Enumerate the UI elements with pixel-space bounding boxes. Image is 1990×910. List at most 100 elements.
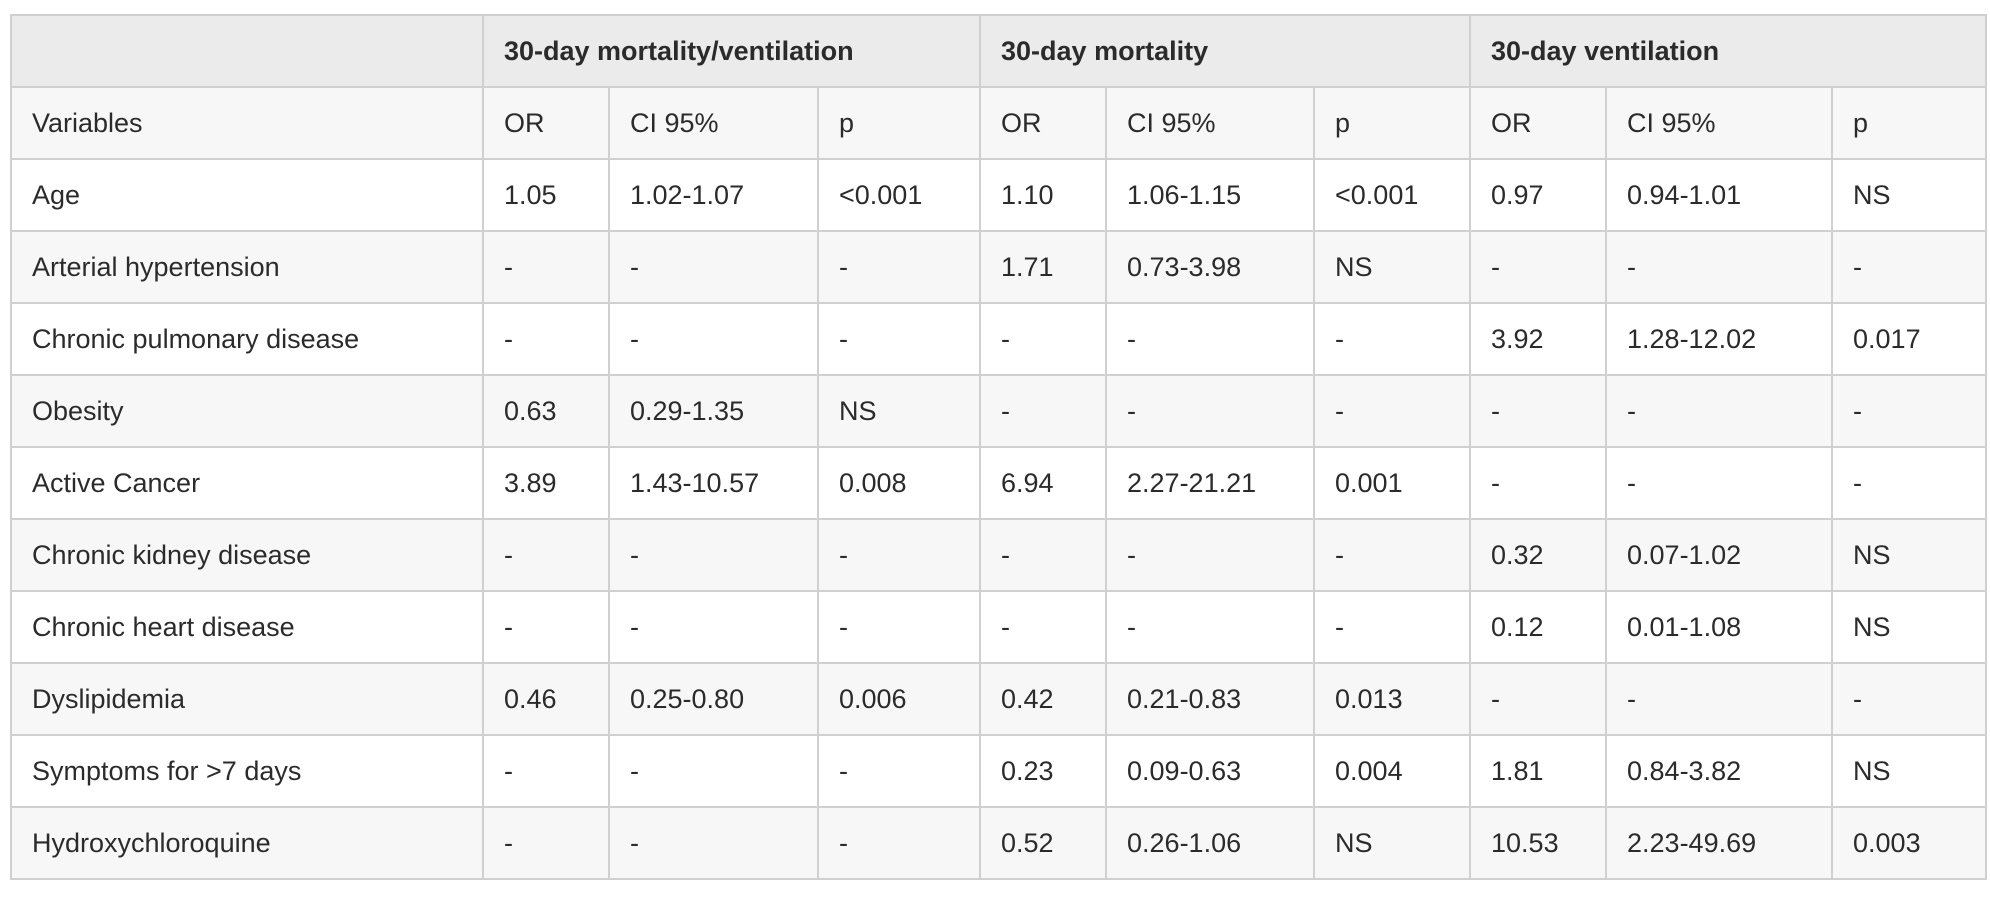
or-cell: -	[979, 518, 1108, 592]
table-row: Active Cancer 3.89 1.43-10.57 0.008 6.94 2.27…	[10, 446, 1988, 520]
p-cell: -	[816, 302, 982, 376]
column-header: p	[1831, 86, 1988, 160]
column-header: p	[816, 86, 982, 160]
column-header: CI 95%	[1605, 86, 1834, 160]
ci-cell: 0.09-0.63	[1105, 734, 1316, 808]
ci-cell: 1.28-12.02	[1605, 302, 1834, 376]
ci-cell: -	[608, 230, 819, 304]
or-cell: 1.71	[979, 230, 1108, 304]
or-cell: -	[482, 518, 610, 592]
table-row: Dyslipidemia 0.46 0.25-0.80 0.006 0.42 0.21-0…	[10, 662, 1988, 736]
group-header-mortality-ventilation: 30-day mortality/ventilation	[481, 14, 982, 88]
table-row: Age 1.05 1.02-1.07 <0.001 1.10 1.06-1.15 <0.00…	[10, 158, 1988, 232]
variable-cell: Symptoms for >7 days	[10, 734, 484, 808]
variable-cell: Obesity	[10, 374, 484, 448]
or-cell: 10.53	[1469, 806, 1608, 880]
ci-cell: 2.23-49.69	[1605, 806, 1834, 880]
ci-cell: -	[1605, 374, 1834, 448]
column-header: OR	[482, 86, 610, 160]
or-cell: -	[482, 590, 610, 664]
p-cell: NS	[1831, 518, 1988, 592]
table-row: Arterial hypertension - - -1.71 0.73-3.98 NS -…	[10, 230, 1988, 304]
or-cell: 0.46	[482, 662, 610, 736]
variable-cell: Arterial hypertension	[10, 230, 484, 304]
or-cell: -	[482, 734, 610, 808]
variable-cell: Active Cancer	[10, 446, 484, 520]
or-cell: 0.63	[482, 374, 610, 448]
results-table: 30-day mortality/ventilation 30-day mort…	[10, 14, 1988, 880]
ci-cell: -	[608, 590, 819, 664]
table-row: Chronic pulmonary disease - - - - - -3.92 1.28-…	[10, 302, 1988, 376]
or-cell: -	[482, 230, 610, 304]
variable-cell: Dyslipidemia	[10, 662, 484, 736]
p-cell: 0.006	[816, 662, 982, 736]
p-cell: -	[816, 590, 982, 664]
ci-cell: 2.27-21.21	[1105, 446, 1316, 520]
or-cell: 0.32	[1469, 518, 1608, 592]
ci-cell: -	[1605, 446, 1834, 520]
p-cell: -	[1831, 374, 1988, 448]
ci-cell: -	[1105, 518, 1316, 592]
p-cell: 0.001	[1313, 446, 1472, 520]
column-header: CI 95%	[1105, 86, 1316, 160]
or-cell: 0.97	[1469, 158, 1608, 232]
or-cell: 0.12	[1469, 590, 1608, 664]
ci-cell: 0.07-1.02	[1605, 518, 1834, 592]
group-header-row: 30-day mortality/ventilation 30-day mort…	[10, 14, 1988, 88]
or-cell: -	[482, 806, 610, 880]
ci-cell: 1.02-1.07	[608, 158, 819, 232]
p-cell: NS	[1831, 734, 1988, 808]
p-cell: -	[1831, 662, 1988, 736]
column-header: CI 95%	[608, 86, 819, 160]
or-cell: -	[1469, 374, 1608, 448]
variable-cell: Chronic heart disease	[10, 590, 484, 664]
ci-cell: 0.84-3.82	[1605, 734, 1834, 808]
or-cell: 3.89	[482, 446, 610, 520]
p-cell: -	[1313, 302, 1472, 376]
or-cell: -	[979, 302, 1108, 376]
or-cell: 1.05	[482, 158, 610, 232]
or-cell: -	[979, 590, 1108, 664]
p-cell: NS	[1831, 158, 1988, 232]
column-header: p	[1313, 86, 1472, 160]
table-row: Hydroxychloroquine - - -0.52 0.26-1.06 NS 10.5…	[10, 806, 1988, 880]
ci-cell: 0.94-1.01	[1605, 158, 1834, 232]
p-cell: 0.003	[1831, 806, 1988, 880]
or-cell: -	[1469, 662, 1608, 736]
ci-cell: 1.43-10.57	[608, 446, 819, 520]
p-cell: 0.017	[1831, 302, 1988, 376]
or-cell: 1.81	[1469, 734, 1608, 808]
ci-cell: -	[1605, 662, 1834, 736]
or-cell: -	[482, 302, 610, 376]
ci-cell: -	[1105, 302, 1316, 376]
p-cell: <0.001	[816, 158, 982, 232]
p-cell: -	[1313, 518, 1472, 592]
or-cell: 0.52	[979, 806, 1108, 880]
group-header-ventilation: 30-day ventilation	[1469, 14, 1988, 88]
group-header-empty	[10, 14, 484, 88]
p-cell: NS	[1313, 806, 1472, 880]
column-header: OR	[1469, 86, 1608, 160]
p-cell: -	[816, 518, 982, 592]
ci-cell: -	[608, 734, 819, 808]
p-cell: -	[816, 806, 982, 880]
column-header: Variables	[10, 86, 484, 160]
ci-cell: 0.26-1.06	[1105, 806, 1316, 880]
variable-cell: Chronic pulmonary disease	[10, 302, 484, 376]
ci-cell: 0.25-0.80	[608, 662, 819, 736]
p-cell: -	[1831, 230, 1988, 304]
or-cell: 6.94	[979, 446, 1108, 520]
ci-cell: -	[608, 806, 819, 880]
p-cell: NS	[1831, 590, 1988, 664]
p-cell: NS	[1313, 230, 1472, 304]
p-cell: 0.008	[816, 446, 982, 520]
p-cell: 0.013	[1313, 662, 1472, 736]
p-cell: -	[1831, 446, 1988, 520]
or-cell: -	[1469, 230, 1608, 304]
or-cell: -	[1469, 446, 1608, 520]
table-row: Chronic kidney disease - - - - - -0.32 0.07-1.0…	[10, 518, 1988, 592]
or-cell: 1.10	[979, 158, 1108, 232]
p-cell: -	[816, 734, 982, 808]
table-row: Chronic heart disease - - - - - -0.12 0.01-1.08…	[10, 590, 1988, 664]
